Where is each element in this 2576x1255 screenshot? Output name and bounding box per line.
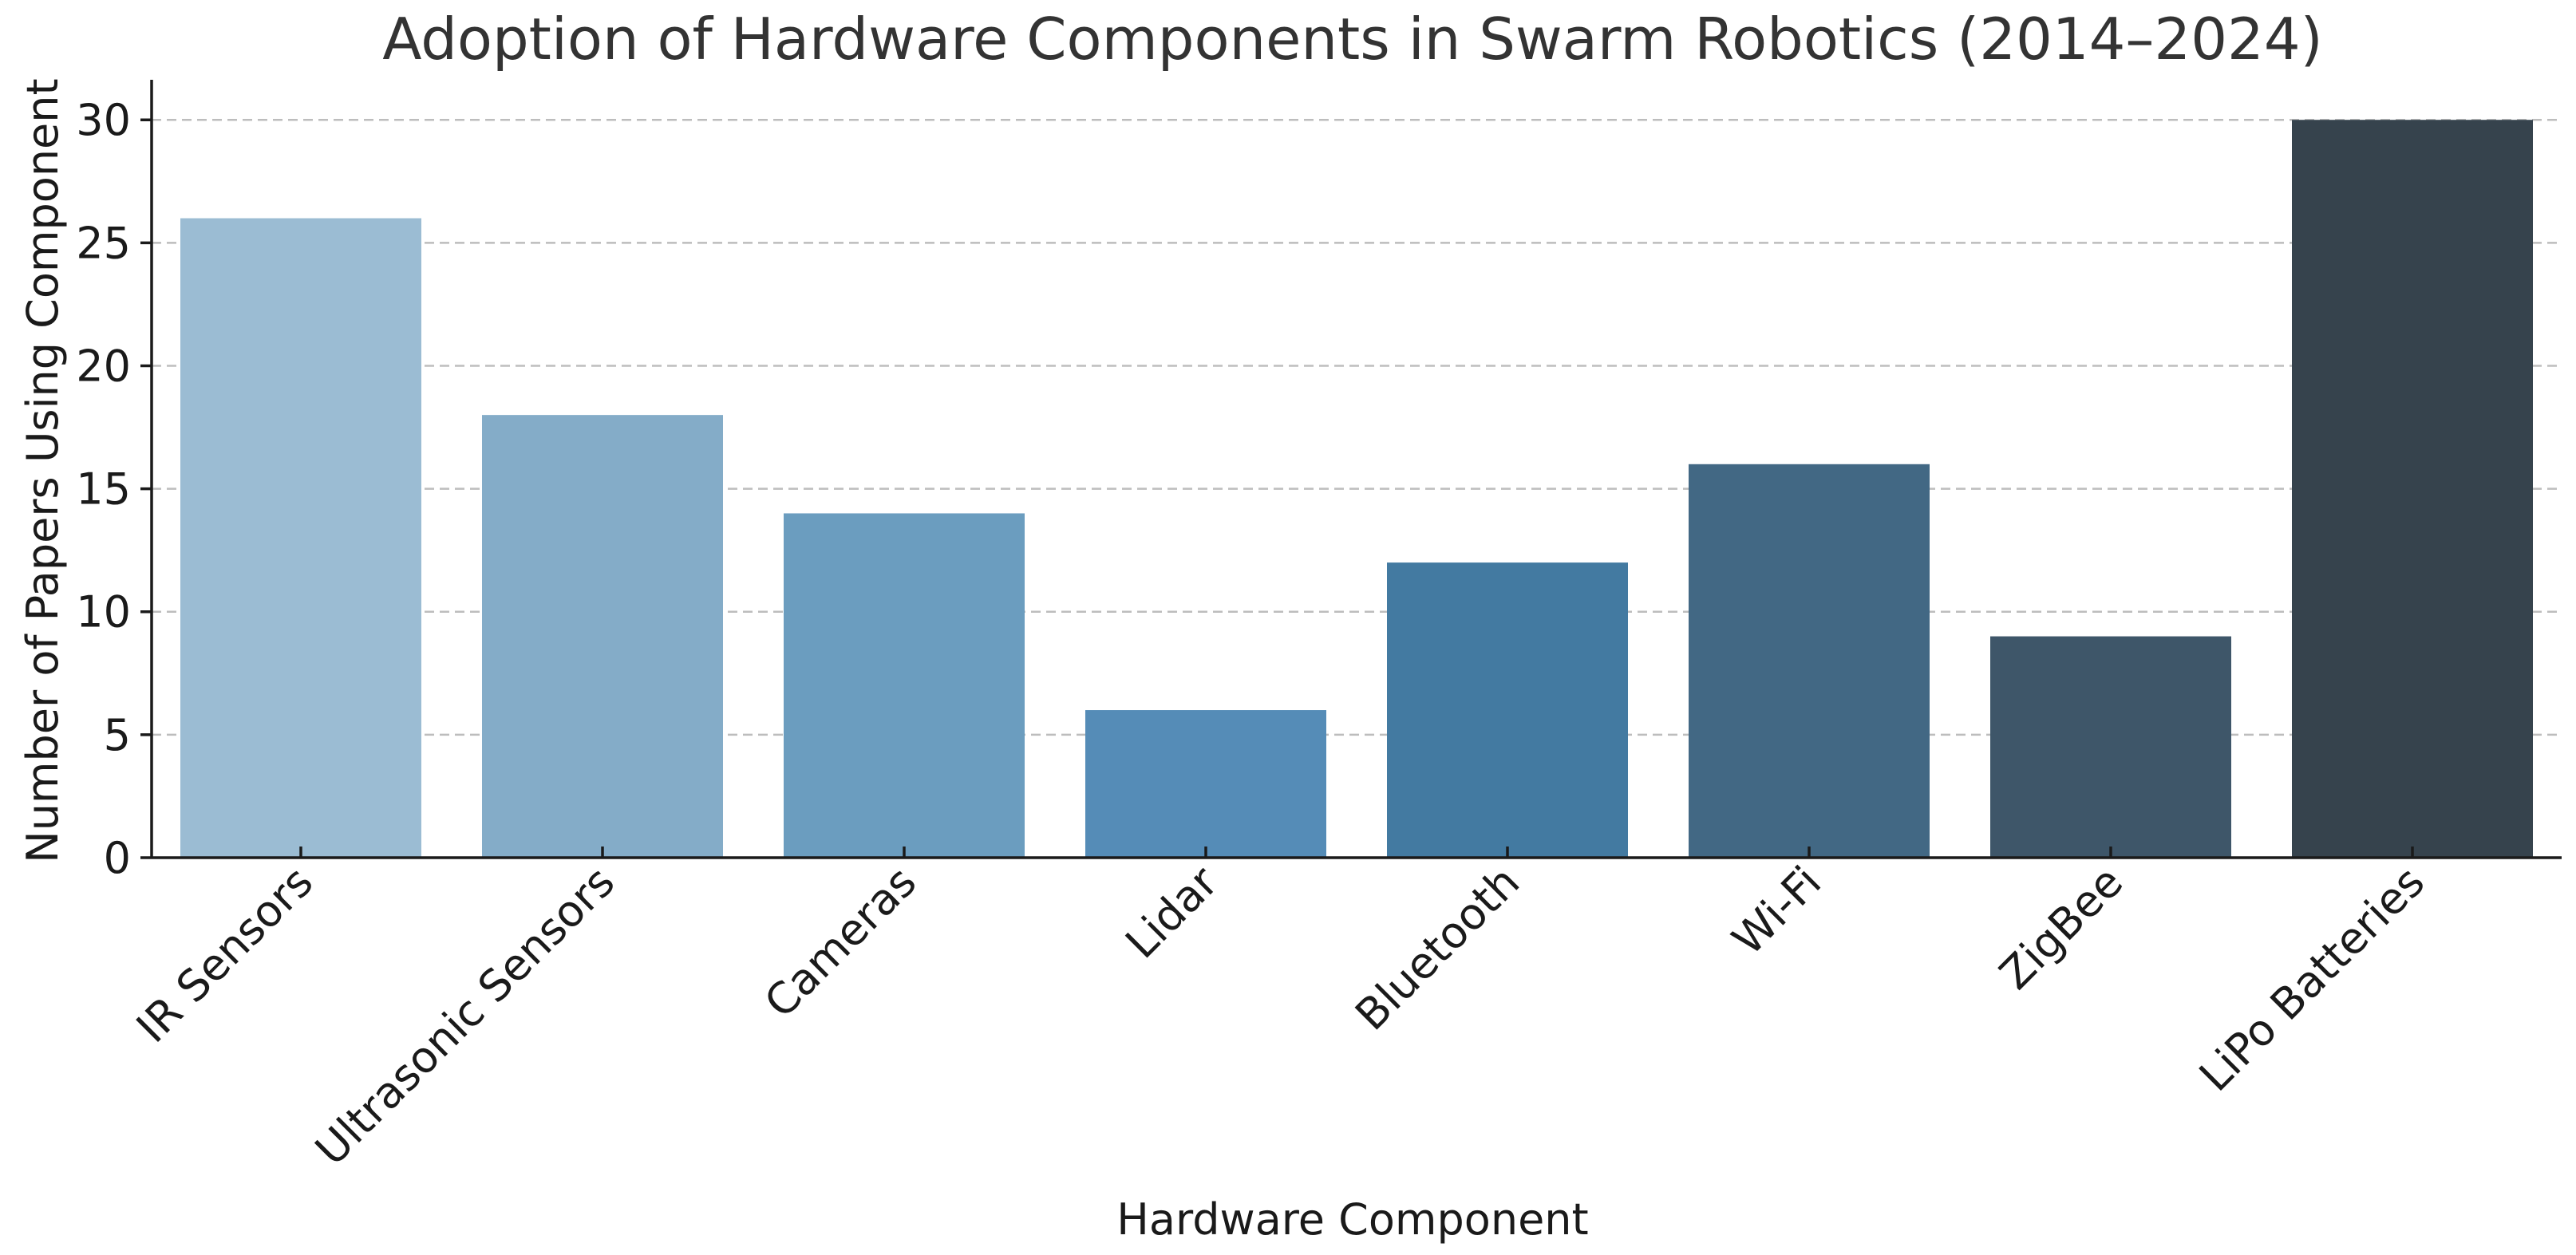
bar-wi-fi xyxy=(1689,464,1930,858)
y-tick-label: 20 xyxy=(76,341,131,391)
x-tick-label: IR Sensors xyxy=(127,857,322,1052)
y-tick-label: 5 xyxy=(104,710,131,760)
x-tick-label: Cameras xyxy=(755,857,926,1028)
x-tick-label: Ultrasonic Sensors xyxy=(306,857,624,1175)
y-tick-label: 10 xyxy=(76,587,131,637)
x-axis-label: Hardware Component xyxy=(1116,1194,1588,1245)
y-tick-label: 25 xyxy=(76,218,131,268)
bar-zigbee xyxy=(1990,636,2231,858)
y-tick-label: 15 xyxy=(76,464,131,515)
bar-bluetooth xyxy=(1387,562,1628,858)
bar-cameras xyxy=(784,513,1025,858)
chart-title: Adoption of Hardware Components in Swarm… xyxy=(382,6,2323,73)
bars xyxy=(180,120,2533,858)
x-tick-label: Bluetooth xyxy=(1345,857,1529,1040)
x-tick-label: ZigBee xyxy=(1989,857,2132,1000)
bar-ir-sensors xyxy=(180,218,421,858)
bar-lidar xyxy=(1085,710,1326,858)
x-tick-label: Wi-Fi xyxy=(1723,857,1831,965)
y-tick-label: 30 xyxy=(76,95,131,145)
x-tick-label: Lidar xyxy=(1116,856,1227,968)
y-axis-ticks: 0 5 10 15 20 25 30 xyxy=(76,95,152,883)
bar-lipo-batteries xyxy=(2292,120,2533,858)
bar-ultrasonic-sensors xyxy=(482,415,723,858)
y-tick-label: 0 xyxy=(104,833,131,883)
y-axis-label: Number of Papers Using Component xyxy=(18,78,68,862)
x-tick-label: LiPo Batteries xyxy=(2190,857,2434,1101)
